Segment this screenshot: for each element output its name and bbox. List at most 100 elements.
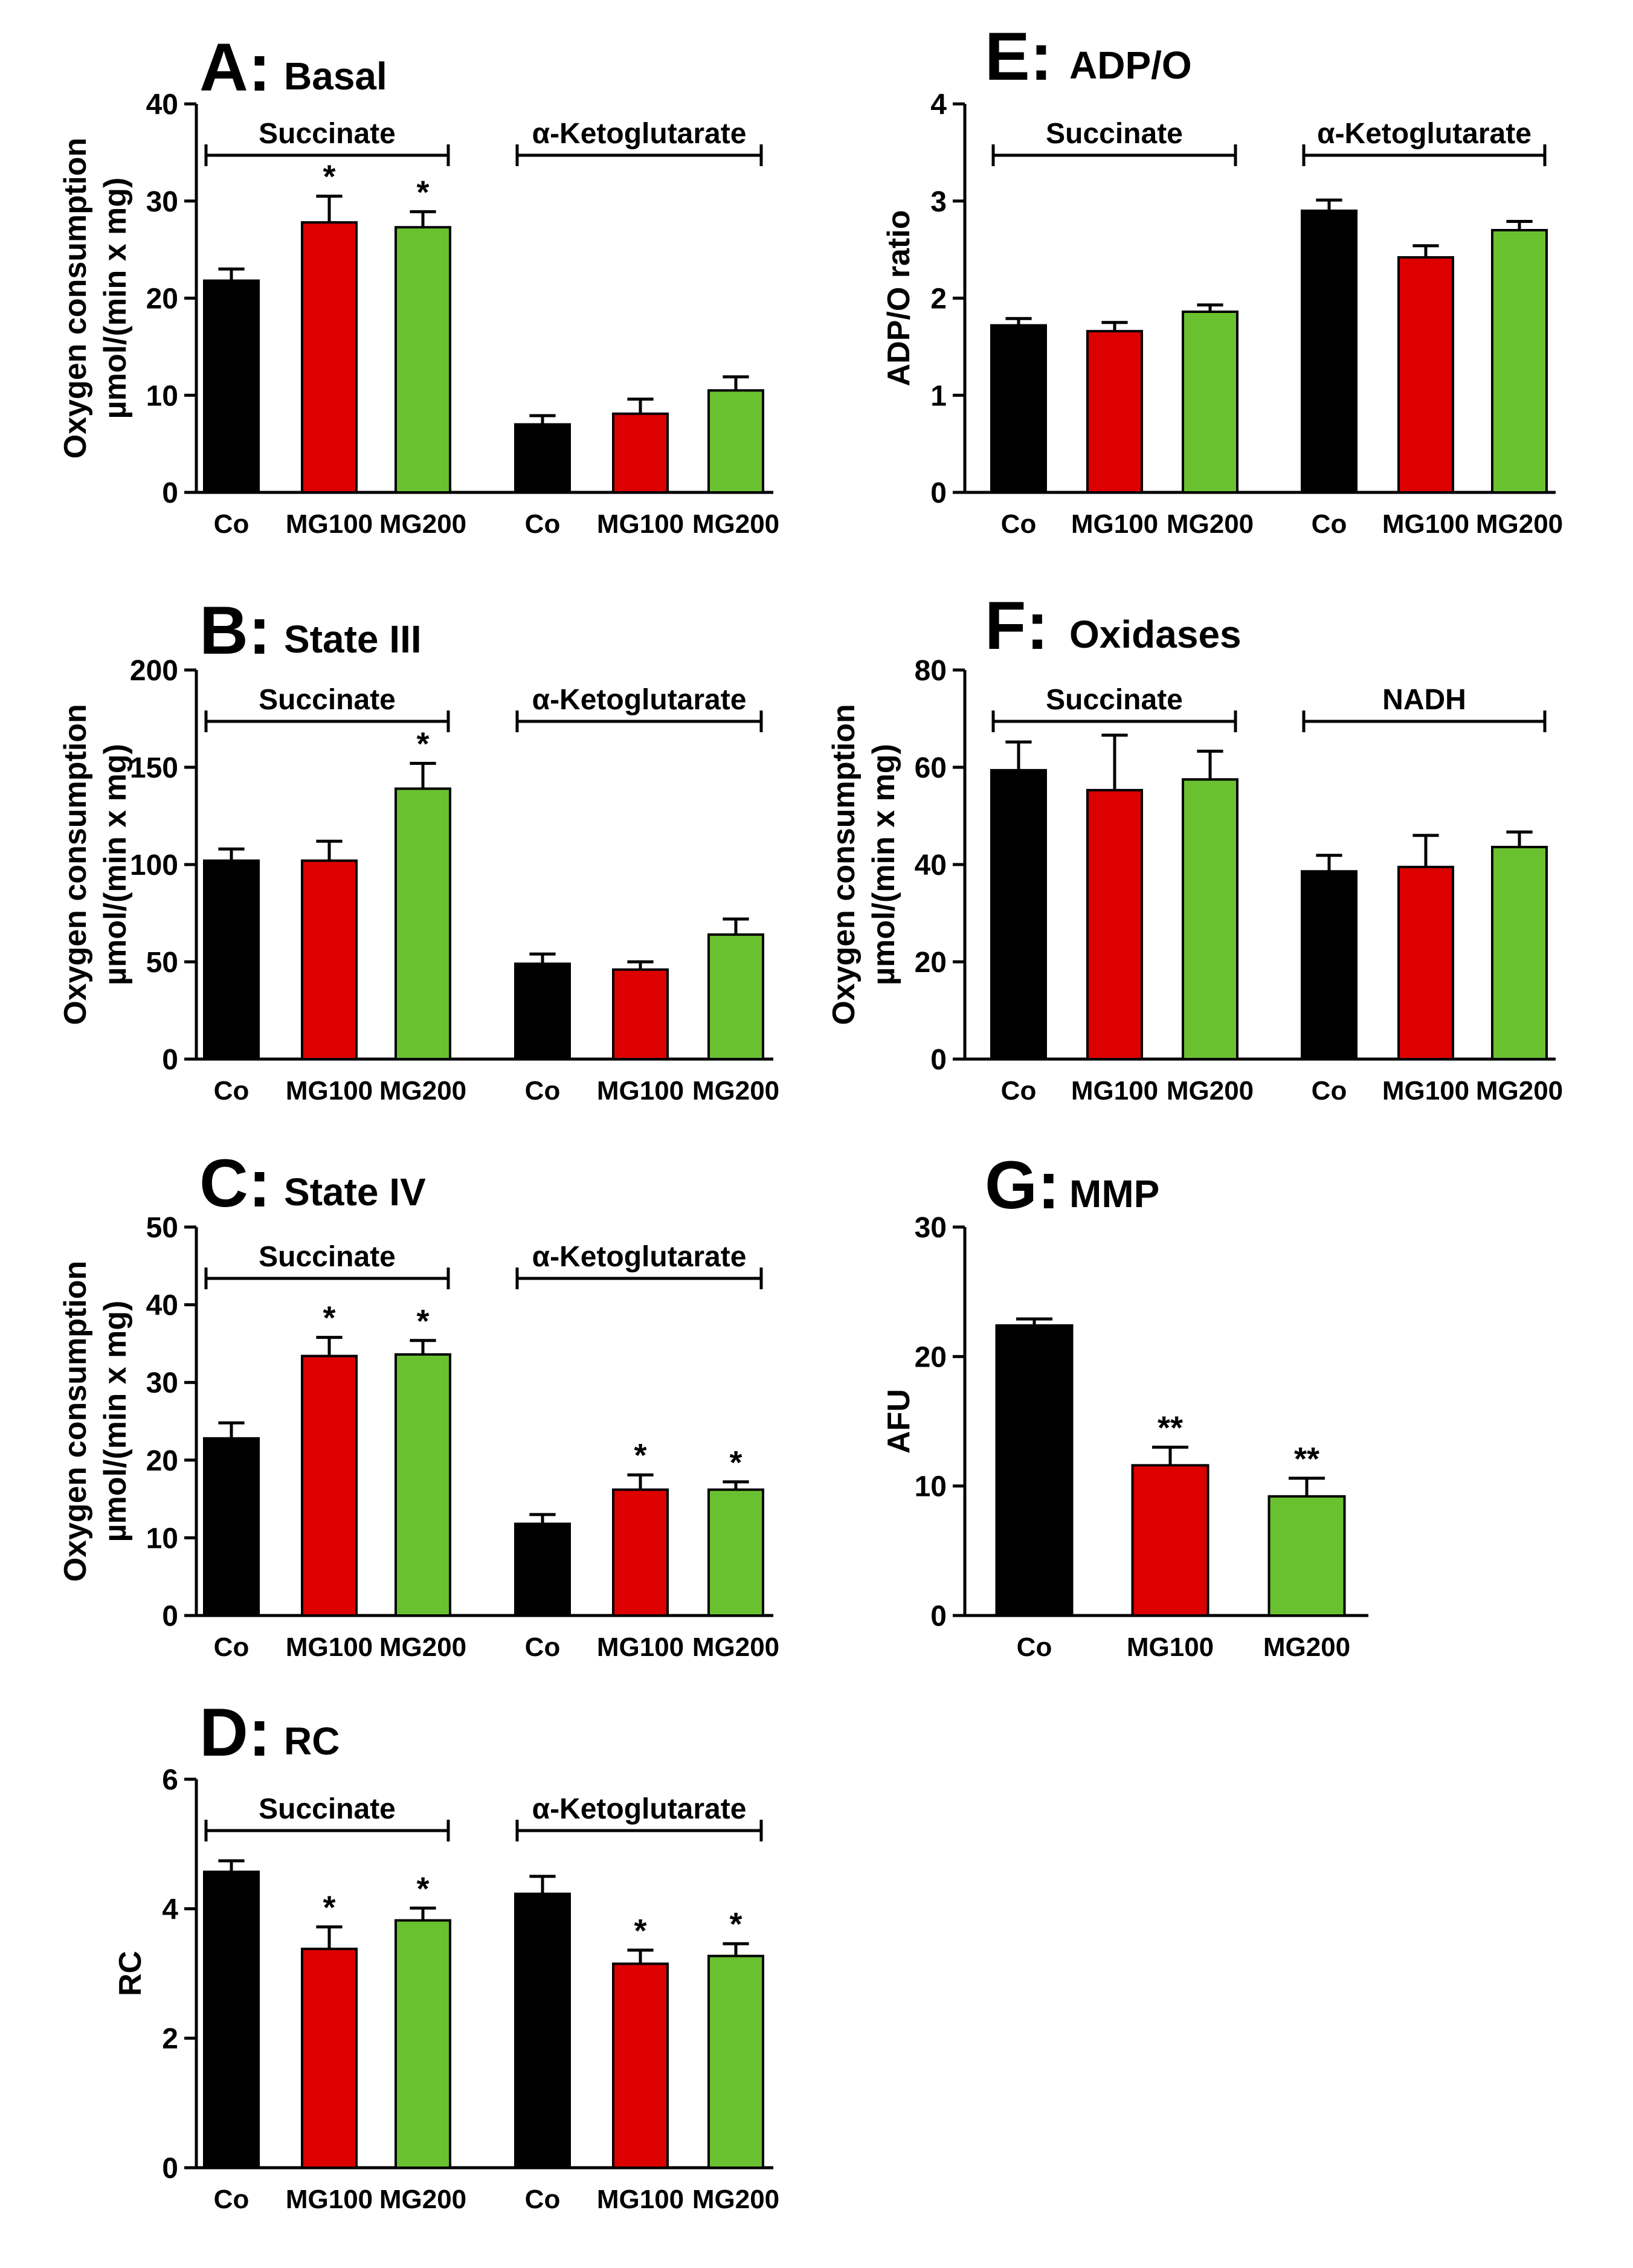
y-axis-label: AFU [881, 1389, 916, 1454]
x-category-label: MG100 [597, 2185, 684, 2214]
panel-title: State III [284, 617, 422, 661]
y-tick-label: 0 [930, 1600, 947, 1632]
x-category-label: MG100 [597, 1076, 684, 1106]
y-axis-label-line: Oxygen consumption [826, 704, 862, 1025]
x-category-label: Co [525, 509, 561, 539]
y-axis-label-line: Oxygen consumption [58, 138, 93, 459]
y-tick-label: 150 [130, 752, 178, 784]
y-axis-label-line: µmol/(min x mg) [98, 178, 133, 419]
y-tick-label: 200 [130, 655, 178, 687]
group-label: Succinate [259, 1793, 396, 1825]
bar-mg200 [1182, 311, 1238, 494]
significance-marker: * [323, 159, 335, 195]
y-axis-label-line: RC [113, 1951, 148, 1996]
y-axis-label: Oxygen consumption µmol/(min x mg) [58, 138, 133, 459]
bar-mg100 [301, 1947, 358, 2169]
bar-co [514, 1892, 571, 2170]
significance-marker: * [416, 726, 429, 762]
bar-co [990, 324, 1047, 494]
y-axis-label-line: Oxygen consumption [58, 1261, 93, 1582]
x-category-label: Co [525, 1632, 561, 1662]
x-category-label: MG100 [286, 509, 373, 539]
bar-co [514, 1522, 571, 1617]
panel-title: State IV [284, 1170, 426, 1214]
y-axis-label-line: AFU [881, 1389, 916, 1454]
y-tick-label: 10 [146, 380, 178, 412]
group-label: Succinate [259, 1241, 396, 1273]
y-tick-label: 2 [930, 283, 947, 315]
y-tick-label: 20 [915, 947, 947, 979]
bar-mg200 [707, 389, 764, 494]
x-category-label: MG200 [692, 1632, 779, 1662]
significance-marker: ** [1294, 1441, 1319, 1477]
y-tick-label: 20 [146, 1445, 178, 1477]
y-tick-label: 30 [915, 1212, 947, 1244]
panel-letter: C: [199, 1145, 271, 1221]
bar-mg200 [395, 1919, 451, 2169]
bar-mg100 [612, 968, 669, 1060]
y-tick-label: 60 [915, 752, 947, 784]
panel-title: Basal [284, 54, 387, 98]
significance-marker: * [634, 1437, 646, 1474]
x-category-label: Co [1001, 1076, 1037, 1106]
x-category-label: MG200 [379, 1632, 466, 1662]
x-category-label: Co [214, 509, 250, 539]
x-category-label: MG200 [1263, 1632, 1350, 1662]
panel-c: C: State IV Oxygen consumption µmol/(min x … [58, 1145, 779, 1662]
x-category-label: Co [1312, 509, 1347, 539]
bar-mg100 [301, 859, 358, 1061]
y-axis-label: Oxygen consumption µmol/(min x mg) [826, 704, 901, 1025]
y-tick-label: 40 [146, 89, 178, 121]
x-category-label: MG100 [1071, 509, 1158, 539]
y-tick-label: 1 [930, 380, 947, 412]
group-label: Succinate [259, 684, 396, 716]
x-category-label: MG200 [692, 1076, 779, 1106]
bar-mg200 [707, 1954, 764, 2169]
bar-mg100 [301, 221, 358, 494]
significance-marker: * [416, 174, 429, 210]
y-axis-label-line: ADP/O ratio [881, 210, 916, 387]
bar-co [995, 1324, 1074, 1617]
panel-letter: D: [199, 1695, 271, 1770]
y-tick-label: 0 [162, 1600, 178, 1632]
bar-co [203, 1870, 260, 2169]
x-category-label: MG100 [597, 509, 684, 539]
y-axis-label: Oxygen consumption µmol/(min x mg) [58, 1261, 133, 1582]
y-tick-label: 40 [915, 849, 947, 881]
bar-mg200 [395, 1353, 451, 1617]
group-label: Succinate [1046, 118, 1183, 150]
panel-f: F: Oxidases Oxygen consumption µmol/(min x … [826, 588, 1563, 1106]
panel-title: Oxidases [1069, 613, 1242, 656]
x-category-label: MG100 [286, 1076, 373, 1106]
panel-a: A: Basal Oxygen consumption µmol/(min x mg)… [58, 30, 779, 539]
panel-b: B: State III Oxygen consumption µmol/(min x… [58, 593, 779, 1106]
bar-mg100 [1397, 866, 1454, 1061]
bar-co [1301, 209, 1358, 494]
y-tick-label: 40 [146, 1290, 178, 1322]
group-label: Succinate [1046, 684, 1183, 716]
x-category-label: MG100 [597, 1632, 684, 1662]
y-axis-label-line: µmol/(min x mg) [98, 1301, 133, 1542]
x-category-label: MG200 [379, 1076, 466, 1106]
y-axis-label: Oxygen consumption µmol/(min x mg) [58, 704, 133, 1025]
bar-co [1301, 870, 1358, 1061]
x-category-label: Co [1312, 1076, 1347, 1106]
significance-marker: * [729, 1445, 742, 1481]
x-category-label: MG200 [1167, 1076, 1254, 1106]
x-category-label: MG100 [1127, 1632, 1214, 1662]
bar-mg200 [1491, 846, 1548, 1061]
panel-title: MMP [1069, 1172, 1159, 1216]
panel-letter: E: [985, 19, 1052, 94]
y-tick-label: 20 [915, 1341, 947, 1373]
x-category-label: Co [1017, 1632, 1052, 1662]
panel-d: D: RC RC 0 2 4 6 Succinate Co * MG100 * MG200 α-Ketog… [113, 1695, 779, 2214]
y-tick-label: 10 [915, 1471, 947, 1503]
y-tick-label: 6 [162, 1764, 178, 1796]
y-tick-label: 30 [146, 1367, 178, 1399]
y-tick-label: 4 [162, 1893, 178, 1925]
bar-mg200 [395, 226, 451, 494]
panel-letter: A: [199, 30, 271, 105]
panel-g: G: MMP AFU 0 10 20 30 Co ** MG100 ** MG200 [881, 1147, 1368, 1662]
